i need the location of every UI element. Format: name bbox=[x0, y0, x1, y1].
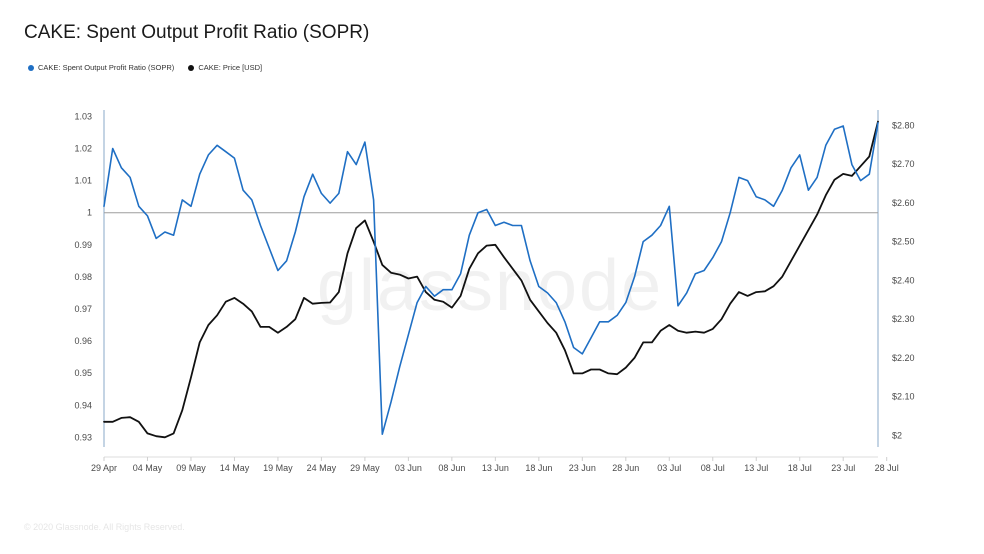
x-tick-label: 14 May bbox=[220, 463, 250, 473]
left-tick-label: 1.02 bbox=[74, 144, 92, 154]
price-line bbox=[103, 120, 879, 439]
right-tick-label: $2.30 bbox=[892, 314, 915, 324]
watermark: glassnode bbox=[317, 246, 663, 326]
right-tick-label: $2.70 bbox=[892, 159, 915, 169]
legend-item-price[interactable]: CAKE: Price [USD] bbox=[188, 63, 262, 72]
x-tick-label: 24 May bbox=[307, 463, 337, 473]
right-tick-label: $2.80 bbox=[892, 120, 915, 130]
x-tick-label: 03 Jun bbox=[395, 463, 422, 473]
x-tick-label: 29 May bbox=[350, 463, 380, 473]
right-tick-label: $2.60 bbox=[892, 198, 915, 208]
left-tick-label: 0.98 bbox=[74, 272, 92, 282]
x-tick-label: 28 Jun bbox=[612, 463, 639, 473]
x-tick-label: 13 Jul bbox=[744, 463, 768, 473]
left-tick-label: 0.96 bbox=[74, 336, 92, 346]
legend-sopr-label: CAKE: Spent Output Profit Ratio (SOPR) bbox=[38, 63, 175, 72]
left-tick-label: 1.03 bbox=[74, 111, 92, 121]
left-tick-label: 0.93 bbox=[74, 432, 92, 442]
legend-sopr-dot bbox=[28, 64, 34, 71]
left-tick-label: 0.99 bbox=[74, 240, 92, 250]
x-tick-label: 28 Jul bbox=[875, 463, 899, 473]
x-tick-label: 03 Jul bbox=[657, 463, 681, 473]
x-tick-label: 23 Jul bbox=[831, 463, 855, 473]
left-tick-label: 0.97 bbox=[74, 304, 92, 314]
left-tick-label: 0.95 bbox=[74, 368, 92, 378]
legend-price-dot bbox=[188, 64, 195, 71]
x-tick-label: 29 Apr bbox=[91, 463, 117, 473]
left-tick-label: 1 bbox=[87, 208, 92, 218]
x-tick-label: 23 Jun bbox=[569, 463, 596, 473]
legend: CAKE: Spent Output Profit Ratio (SOPR) C… bbox=[28, 63, 262, 72]
right-tick-label: $2 bbox=[892, 430, 902, 440]
right-tick-label: $2.40 bbox=[892, 275, 915, 285]
chart-title: CAKE: Spent Output Profit Ratio (SOPR) bbox=[24, 22, 370, 43]
x-tick-label: 18 Jun bbox=[525, 463, 552, 473]
footer-copyright: © 2020 Glassnode. All Rights Reserved. bbox=[24, 522, 185, 532]
x-tick-label: 09 May bbox=[176, 463, 206, 473]
right-tick-label: $2.20 bbox=[892, 353, 915, 363]
x-tick-label: 13 Jun bbox=[482, 463, 509, 473]
x-tick-label: 18 Jul bbox=[788, 463, 812, 473]
x-tick-label: 08 Jul bbox=[701, 463, 725, 473]
legend-item-sopr[interactable]: CAKE: Spent Output Profit Ratio (SOPR) bbox=[28, 63, 174, 72]
x-tick-label: 19 May bbox=[263, 463, 293, 473]
right-tick-label: $2.10 bbox=[892, 392, 915, 402]
left-tick-label: 0.94 bbox=[74, 400, 92, 410]
left-tick-label: 1.01 bbox=[74, 176, 92, 186]
legend-price-label: CAKE: Price [USD] bbox=[198, 63, 263, 72]
sopr-line bbox=[103, 122, 879, 435]
x-tick-label: 08 Jun bbox=[438, 463, 465, 473]
x-tick-label: 04 May bbox=[133, 463, 163, 473]
right-tick-label: $2.50 bbox=[892, 237, 915, 247]
